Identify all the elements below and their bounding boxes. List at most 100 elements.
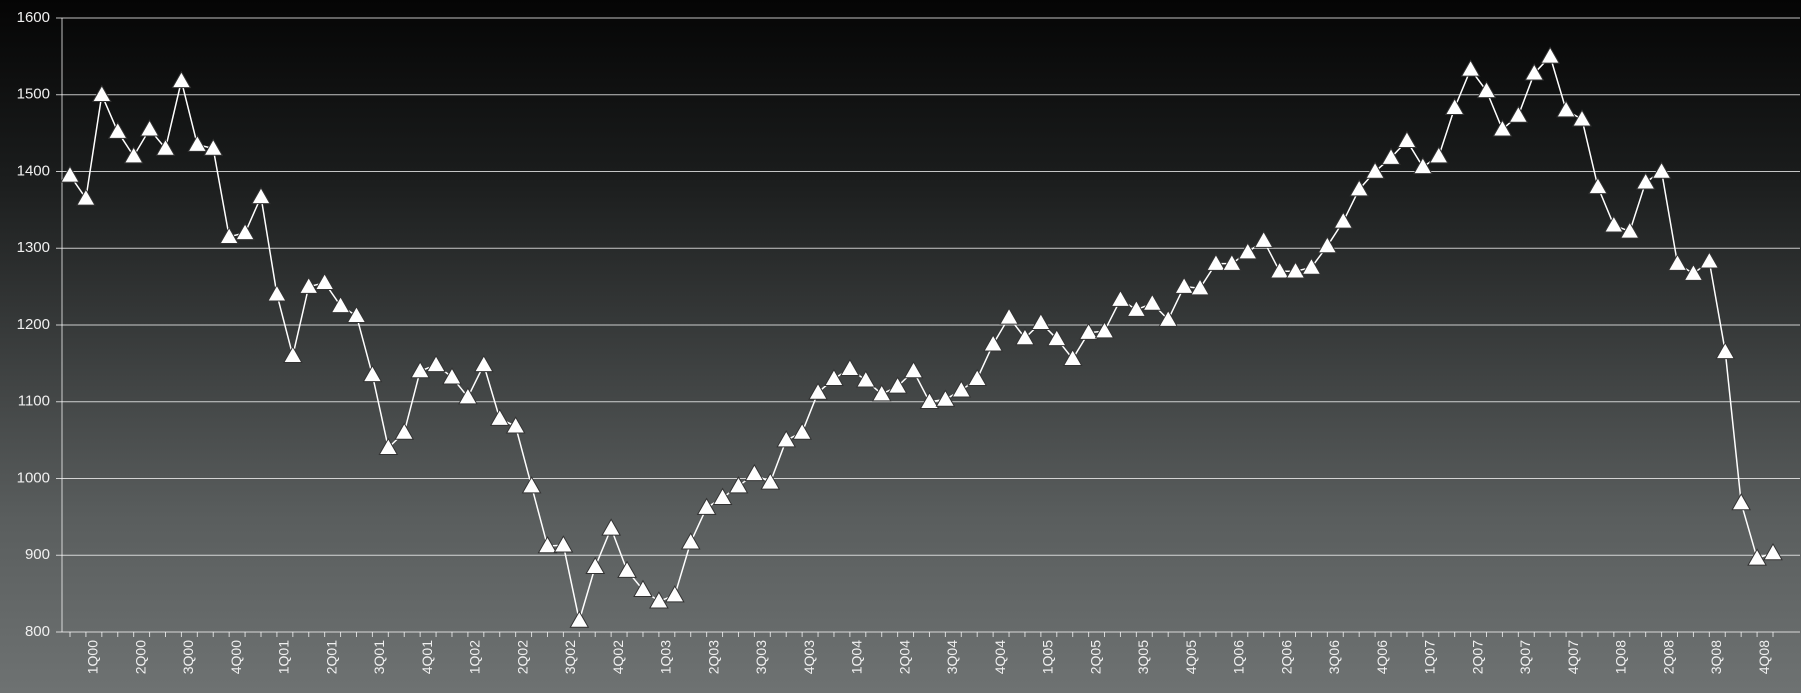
x-tick-label: 3Q05 [1135,640,1151,674]
marker [1221,253,1242,271]
marker [537,536,558,554]
marker [935,389,956,407]
marker [378,437,399,456]
x-tick-label: 1Q03 [658,640,674,674]
line [69,54,1774,621]
marker [808,382,828,400]
marker [1253,230,1274,248]
x-tick-label: 3Q03 [753,640,769,674]
marker [346,305,367,324]
y-tick-label: 900 [25,546,50,563]
x-tick-label: 4Q06 [1374,640,1390,674]
marker [1285,261,1306,279]
marker [1333,211,1354,229]
marker [521,476,542,494]
marker [1317,235,1338,254]
y-tick-label: 1400 [17,162,50,179]
marker [585,556,606,575]
y-tick-label: 1600 [17,9,50,26]
marker [1142,293,1163,311]
marker [187,134,208,152]
marker [251,186,271,205]
marker [760,472,781,490]
marker [1301,257,1322,275]
marker [1588,176,1608,195]
x-tick-label: 1Q06 [1231,640,1247,674]
marker [282,345,303,363]
marker [458,387,478,405]
marker [60,165,80,183]
x-tick-label: 4Q00 [228,640,244,674]
marker [298,276,319,294]
marker [505,416,526,434]
marker [1349,179,1370,197]
x-tick-label: 1Q02 [467,640,483,674]
marker [1603,215,1624,233]
marker [776,430,797,448]
marker [1508,105,1529,123]
marker [1540,46,1561,64]
marker [1524,63,1545,81]
marker [887,376,908,394]
marker [1619,221,1640,239]
x-tick-label: 3Q01 [371,640,387,674]
marker [394,422,415,440]
marker [410,361,431,379]
marker [362,364,383,383]
x-tick-label: 3Q06 [1326,640,1342,674]
marker [792,422,812,440]
x-tick-label: 2Q07 [1469,640,1485,674]
marker [1667,253,1688,271]
marker [1031,312,1051,330]
marker [1556,100,1576,118]
marker [1731,493,1752,511]
marker [712,487,733,505]
x-tick-label: 3Q07 [1517,640,1533,674]
marker [1460,59,1481,77]
marker [155,138,176,156]
x-tick-label: 4Q08 [1756,640,1772,674]
x-tick-label: 2Q02 [514,640,530,674]
marker [569,610,590,628]
marker [314,272,335,291]
marker [728,476,749,494]
marker [680,532,701,550]
marker [553,535,574,553]
x-tick-label: 3Q08 [1708,640,1724,674]
marker [919,391,940,409]
marker [951,380,972,398]
marker [1651,161,1672,179]
x-tick-label: 2Q06 [1278,640,1294,674]
marker [219,226,240,244]
x-tick-label: 3Q02 [562,640,578,674]
marker [1078,322,1099,340]
y-tick-label: 1300 [17,239,50,256]
marker [1206,253,1226,271]
marker [330,295,351,314]
marker [139,119,160,137]
x-tick-label: 2Q01 [323,640,339,674]
x-tick-label: 1Q05 [1040,640,1056,674]
marker [1683,263,1704,281]
marker [824,368,844,386]
y-tick-label: 800 [25,623,50,640]
marker [983,334,1003,352]
x-tick-label: 1Q01 [276,640,292,674]
x-tick-label: 4Q03 [801,640,817,674]
marker [871,384,892,402]
marker [1763,542,1783,561]
x-tick-label: 2Q04 [896,640,912,674]
marker [1174,276,1194,294]
marker [1492,119,1513,137]
x-tick-label: 2Q00 [132,640,148,674]
marker [1094,321,1115,339]
x-tick-label: 1Q00 [85,640,101,674]
x-tick-label: 1Q04 [849,640,865,674]
marker [1365,161,1385,179]
y-tick-label: 1500 [17,86,50,103]
x-tick-label: 2Q03 [705,640,721,674]
marker [171,70,192,89]
marker [267,284,287,302]
x-tick-label: 4Q02 [610,640,626,674]
marker [1699,251,1720,269]
